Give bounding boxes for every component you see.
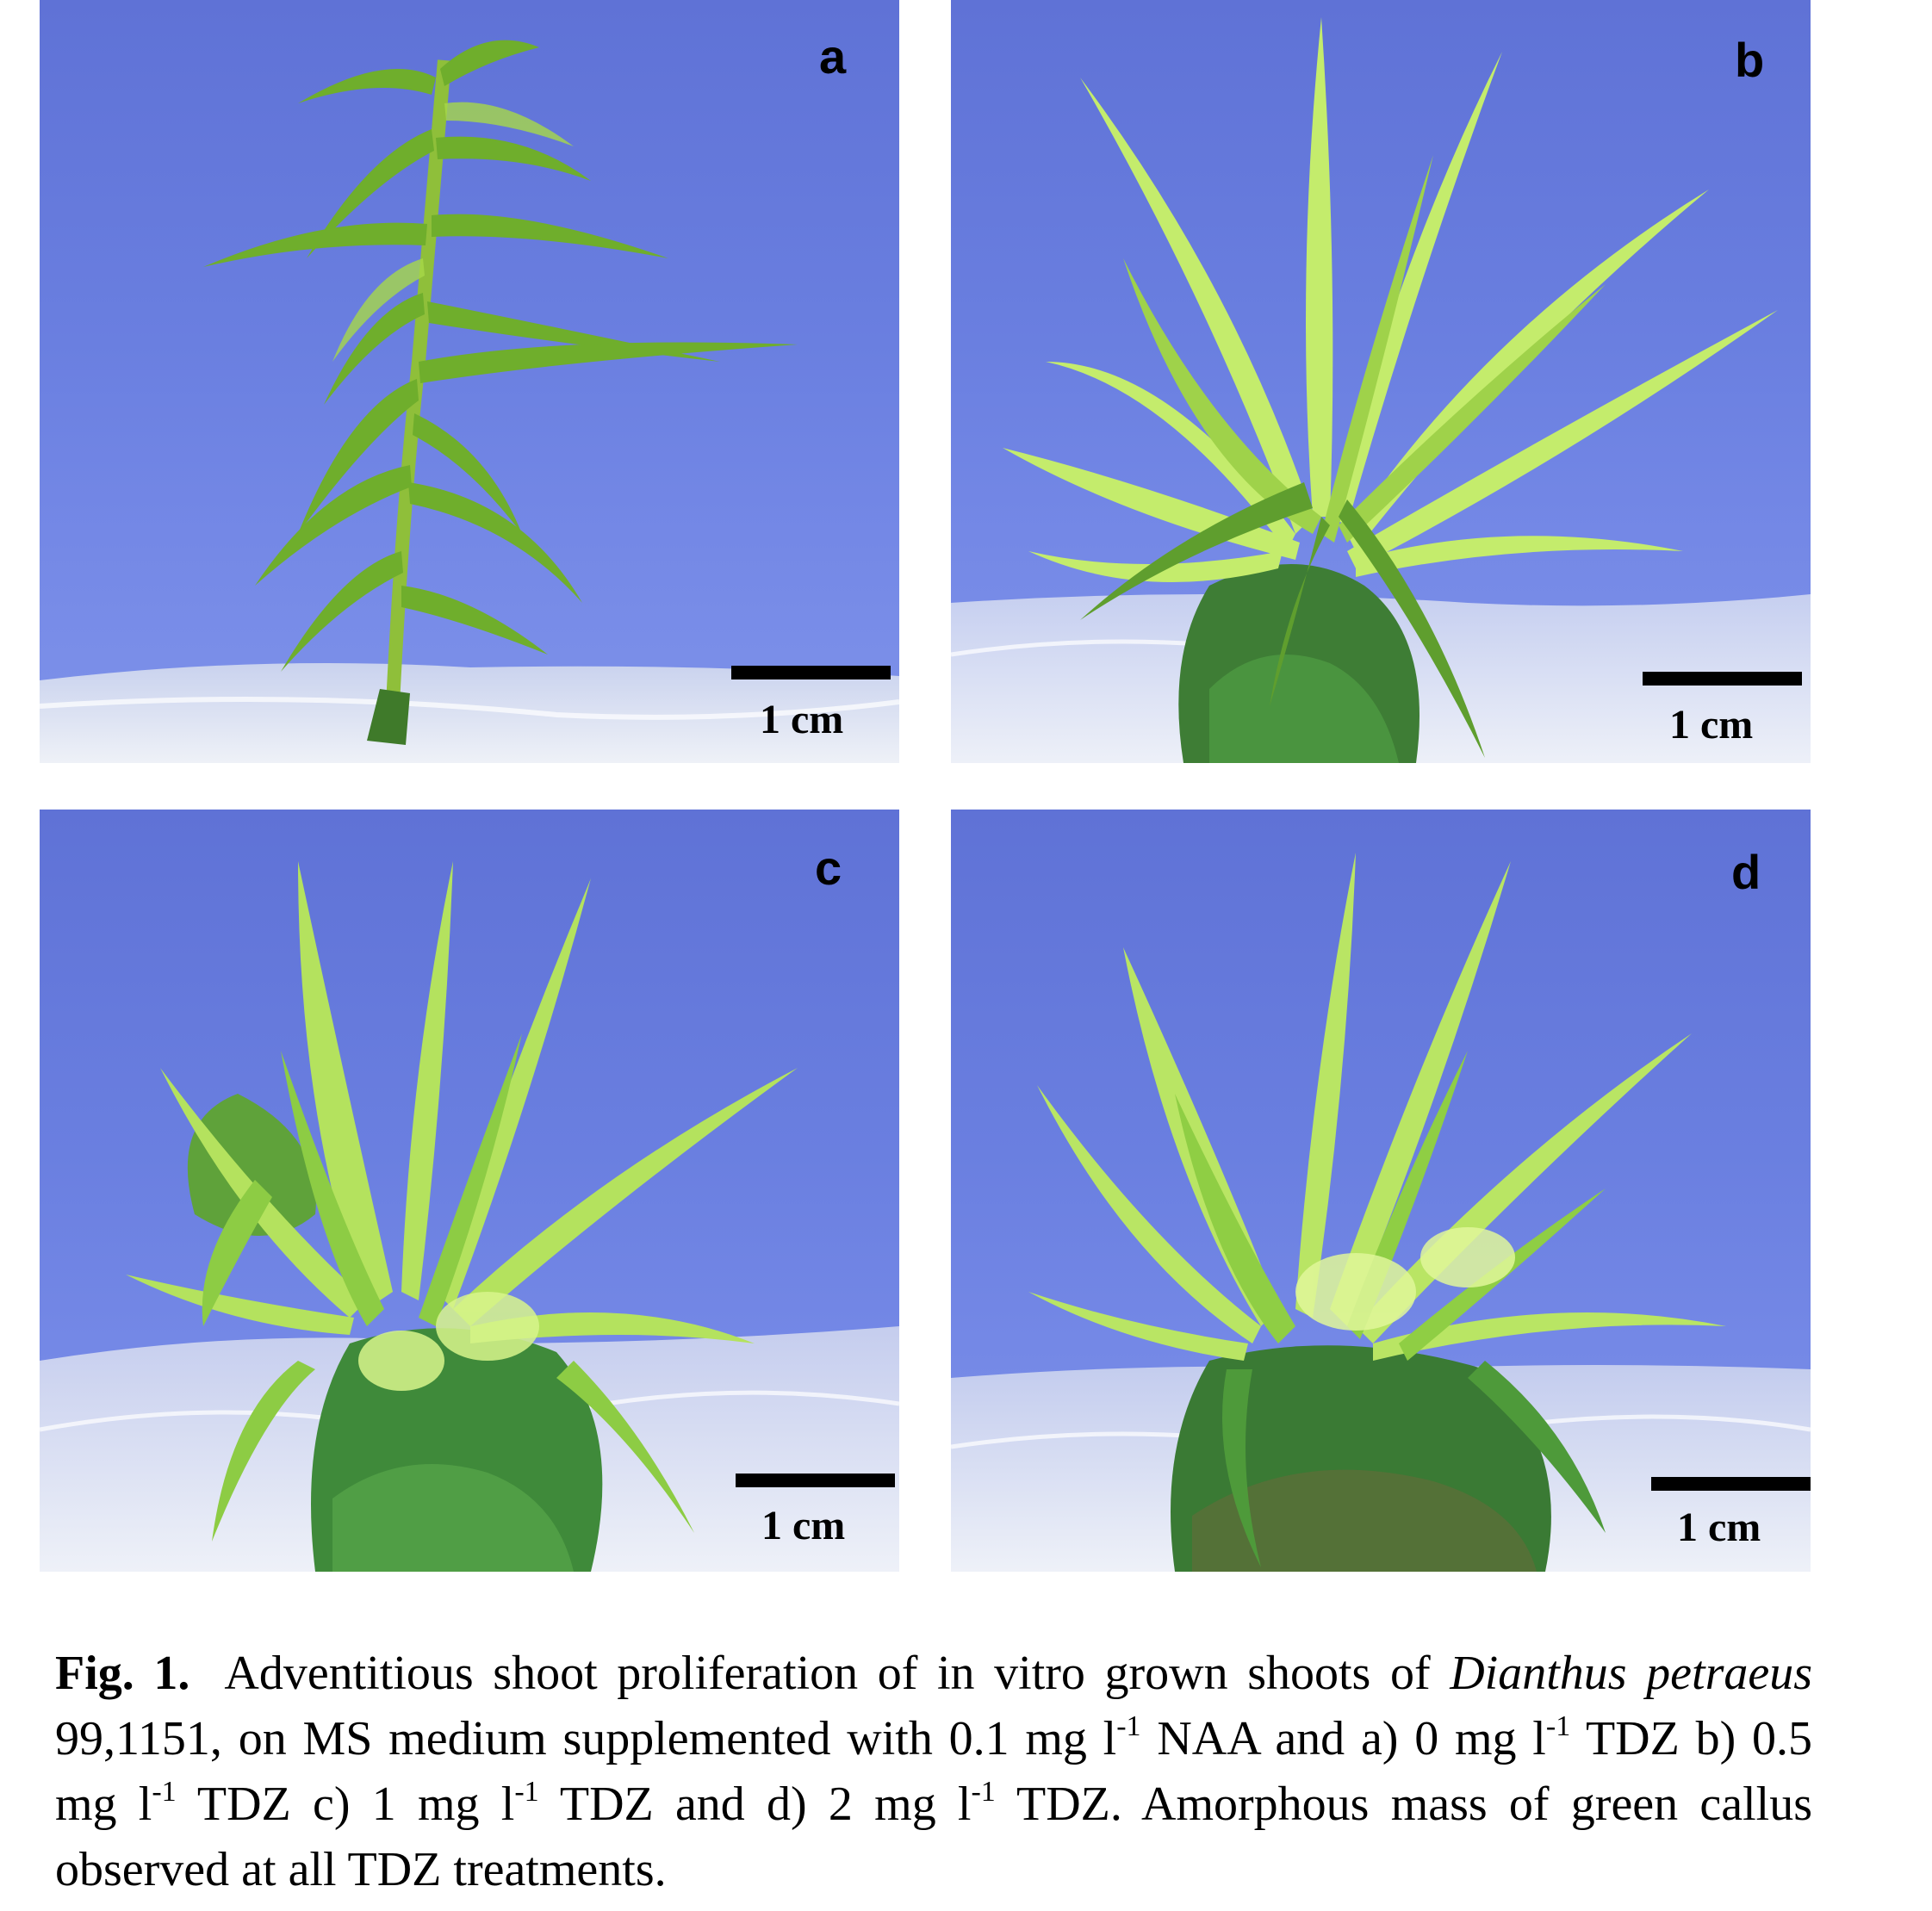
scale-label-d: 1 cm: [1677, 1505, 1761, 1550]
scale-label-a: 1 cm: [760, 697, 844, 742]
panel-label-a: a: [819, 29, 847, 84]
scale-bar-c: [736, 1474, 895, 1487]
superscript-3: -1: [152, 1776, 177, 1808]
species-name: Dianthus petraeus: [1450, 1647, 1813, 1700]
photo-panel-c: c 1 cm: [40, 810, 899, 1572]
scale-label-b: 1 cm: [1669, 702, 1754, 748]
scale-bar-d: [1651, 1477, 1811, 1491]
caption-text-1: Adventitious shoot proliferation of in v…: [224, 1647, 1451, 1700]
plant-photo-a: [40, 40, 899, 763]
figure-caption: Fig. 1. Adventitious shoot proliferation …: [55, 1641, 1812, 1902]
caption-text-5: TDZ c) 1 mg l: [176, 1778, 515, 1831]
photo-panel-d: d 1 cm: [951, 810, 1811, 1572]
superscript-1: -1: [1116, 1710, 1141, 1742]
panel-label-c: c: [815, 841, 842, 895]
panel-label-b: b: [1735, 33, 1765, 87]
scale-bar-a: [731, 666, 891, 679]
photo-panel-b: b 1 cm: [951, 0, 1811, 763]
caption-text-7: TDZ. Amorphous mass of green callus obse…: [55, 1778, 1813, 1896]
scale-bar-b: [1643, 672, 1802, 686]
plant-photo-c: [40, 861, 899, 1572]
caption-text-4: TDZ b) 0.5 mg l: [55, 1712, 1812, 1831]
caption-text-2: 99,1151, on MS medium supplemented with …: [55, 1712, 1117, 1765]
plant-photo-b: [951, 17, 1811, 763]
superscript-2: -1: [1545, 1710, 1571, 1742]
panel-label-d: d: [1731, 845, 1761, 899]
figure-label: Fig. 1.: [55, 1647, 190, 1700]
superscript-5: -1: [971, 1776, 996, 1808]
superscript-4: -1: [514, 1776, 539, 1808]
scale-label-c: 1 cm: [761, 1503, 846, 1548]
caption-text-3: NAA and a) 0 mg l: [1140, 1712, 1546, 1765]
caption-text-6: TDZ and d) 2 mg l: [538, 1778, 972, 1831]
plant-photo-d: [951, 853, 1811, 1572]
photo-panel-a: a 1 cm: [40, 0, 899, 763]
